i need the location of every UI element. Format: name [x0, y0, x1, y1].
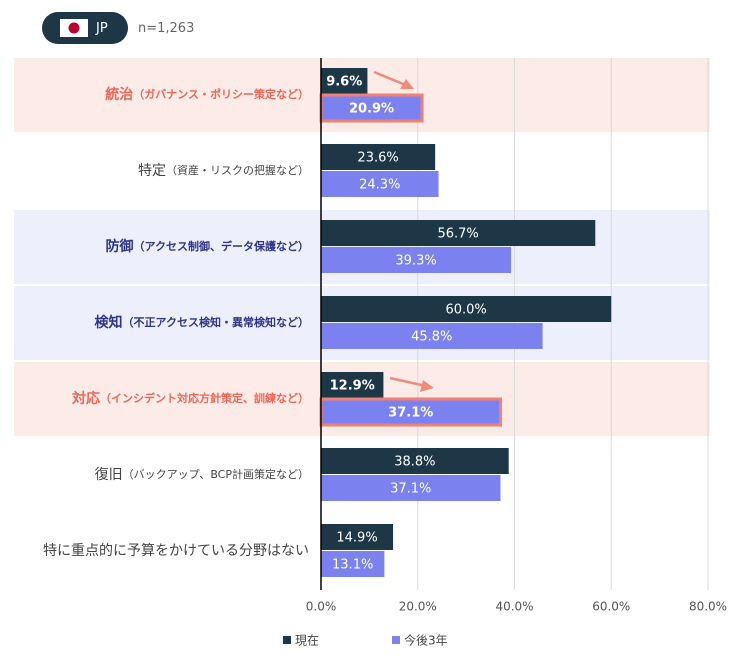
category-name: 防御 [106, 238, 134, 255]
bar [321, 323, 543, 349]
category-name: 特定 [138, 163, 166, 179]
x-tick-label: 40.0% [495, 600, 533, 614]
bar [319, 93, 424, 123]
plot: 9.6% 20.9% 23.6% 24.3% 56.7%39.3% 60.0% 45.8% 1… [319, 68, 612, 577]
bar [321, 551, 385, 577]
sample-size: n=1,263 [138, 21, 194, 36]
category-name: 復旧 [95, 466, 123, 483]
bar [321, 475, 501, 501]
category-detail: （不正アクセス検知・異常検知など） [123, 315, 309, 329]
category-detail: （バックアップ、BCP計画策定など） [123, 467, 309, 481]
value-label: 38.8% [394, 455, 435, 470]
x-tick-label: 60.0% [592, 600, 630, 614]
category-detail: （インシデント対応方針策定、訓練など） [100, 391, 309, 405]
category-name: 統治 [105, 86, 133, 103]
value-label: 13.1% [332, 558, 373, 573]
bar [321, 171, 439, 197]
bar [321, 220, 596, 246]
bar [321, 296, 612, 322]
value-label: 37.1% [388, 406, 433, 421]
bar [321, 144, 436, 170]
category-name: 対応 [71, 390, 100, 407]
bar [321, 372, 384, 398]
legend-swatch [283, 636, 291, 644]
category-label: 統治（ガバナンス・ポリシー策定など） [105, 86, 309, 103]
category-name: 特に重点的に予算をかけている分野はない [43, 543, 309, 559]
category-label: 防御（アクセス制御、データ保護など） [106, 238, 309, 255]
category-label: 対応（インシデント対応方針策定、訓練など） [71, 390, 309, 407]
value-label: 45.8% [411, 330, 452, 345]
category-name: 検知 [95, 314, 123, 331]
annotation-arrows [373, 70, 434, 392]
value-label: 9.6% [326, 75, 362, 90]
bar [321, 448, 509, 474]
category-detail: （ガバナンス・ポリシー策定など） [133, 87, 309, 101]
category-detail: （資産・リスクの把握など） [166, 163, 309, 177]
value-label: 23.6% [357, 151, 398, 166]
value-label: 20.9% [349, 102, 394, 117]
flag-circle [68, 22, 80, 34]
value-label: 56.7% [437, 227, 478, 242]
value-label: 12.9% [330, 379, 375, 394]
category-label: 特に重点的に予算をかけている分野はない [43, 543, 309, 559]
x-tick-label: 20.0% [399, 600, 437, 614]
x-tick-label: 80.0% [689, 600, 727, 614]
bar [321, 68, 368, 94]
value-label: 14.9% [336, 531, 377, 546]
category-label: 検知（不正アクセス検知・異常検知など） [95, 314, 309, 331]
legend-label: 現在 [295, 634, 319, 648]
category-label: 特定（資産・リスクの把握など） [138, 163, 309, 179]
bar [321, 247, 512, 273]
value-label: 24.3% [359, 178, 400, 193]
category-detail: （アクセス制御、データ保護など） [134, 239, 309, 253]
value-label: 39.3% [395, 254, 436, 269]
value-label: 37.1% [390, 482, 431, 497]
bar [321, 524, 394, 550]
region: JP [95, 21, 108, 36]
legend-label: 今後3年 [404, 633, 448, 648]
value-label: 60.0% [445, 303, 486, 318]
category-label: 復旧（バックアップ、BCP計画策定など） [95, 466, 309, 483]
legend-swatch [392, 636, 400, 644]
x-tick-label: 0.0% [306, 600, 337, 614]
